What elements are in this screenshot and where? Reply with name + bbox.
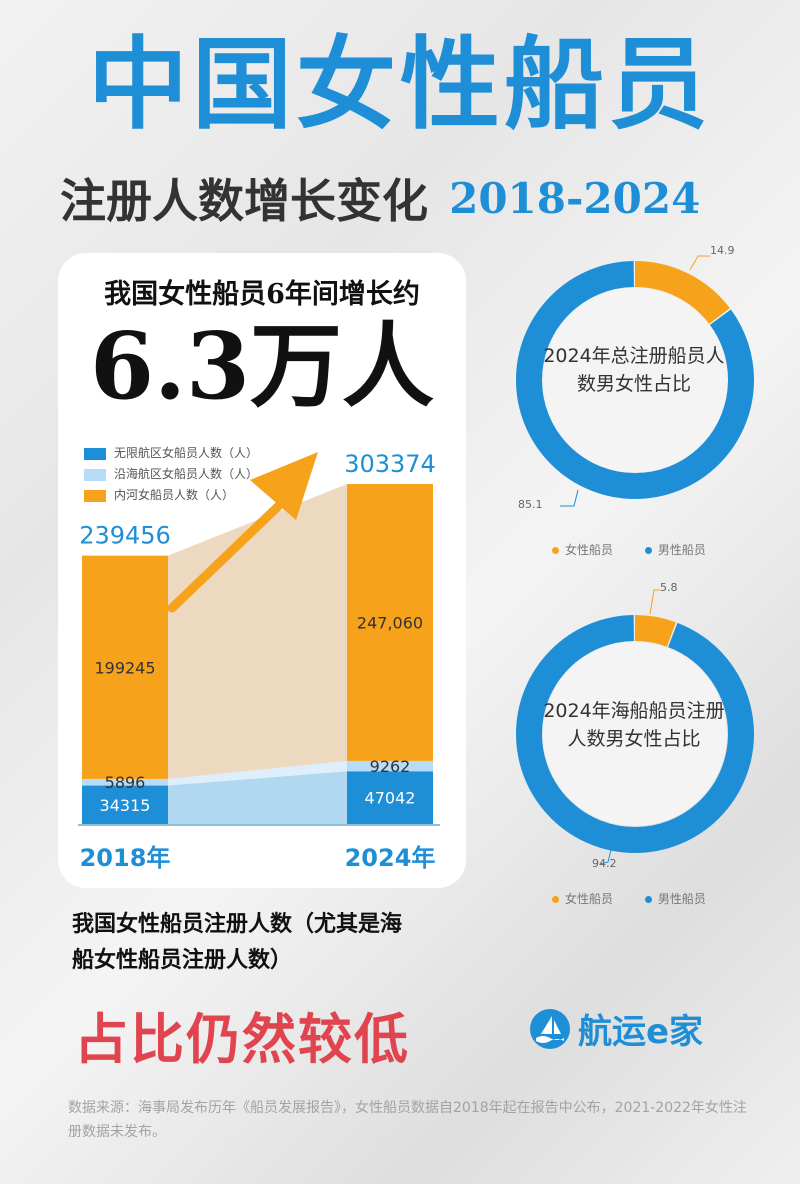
legend-item-unlimited: 无限航区女船员人数（人） [84,444,258,462]
legend-swatch-unlimited [84,447,106,460]
bar-segment-1-0 [347,771,433,824]
donut-slice-0 [516,615,754,853]
donut-seagoing-segments [516,589,754,865]
bar-value-label-0-1: 5896 [105,773,146,792]
chart-legend: 无限航区女船员人数（人） 沿海航区女船员人数（人） 内河女船员人数（人） [84,444,258,504]
leader-line-total-male [560,489,579,507]
donut-seagoing-female-value: 5.8 [660,581,678,594]
legend-swatch-coastal [84,468,106,481]
connector-band-1 [168,760,347,786]
bar-value-label-1-1: 9262 [370,757,411,776]
brand-logo: 航运e家 [528,1004,703,1060]
bar-segment-0-2 [82,555,168,779]
donut-slice-0 [516,261,754,499]
bar-total-label-1: 303374 [344,450,436,478]
donut-total-legend-male: 男性船员 [657,543,706,557]
growth-value: 6.3万人 [89,312,435,420]
subtitle: 注册人数增长变化 2018-2024 [60,165,700,235]
legend-dot-male [644,547,652,554]
bar-segment-0-1 [82,778,168,786]
donut-slice-1 [516,615,754,853]
legend-item-coastal: 沿海航区女船员人数（人） [84,465,258,483]
connector-band-2 [168,484,347,779]
legend-dot-female-2 [552,896,559,903]
bar-value-label-1-2: 247,060 [357,613,423,632]
donut-seagoing-legend-male: 男性船员 [657,892,706,906]
leader-line-sea-male [599,845,613,865]
growth-label: 我国女性船员6年间增长约 [104,279,420,310]
donut-hole [543,288,727,472]
bar-value-label-1-0: 47042 [365,789,416,808]
category-label-1: 2024年 [345,844,436,872]
main-title: 中国女性船员 [88,26,712,143]
bar-segment-0-0 [82,785,168,824]
subtitle-text: 注册人数增长变化 [60,174,428,228]
sail-wave-icon [530,1008,570,1049]
donut-total-segments [516,255,754,507]
donut-seagoing-title: 2024年海船船员注册人数男女性占比 [543,700,725,750]
connector-band-0 [168,771,347,824]
legend-label-coastal: 沿海航区女船员人数（人） [114,467,259,481]
legend-dot-male-2 [644,896,652,903]
donut-slice-1 [516,261,754,499]
legend-dot-female [552,547,559,554]
bar-segment-1-1 [347,760,433,772]
subtitle-years: 2018-2024 [449,173,701,223]
summary-line-2: 船女性船员注册人数） [72,947,293,973]
donut-total-female-value: 14.9 [710,244,735,257]
donut-chart-total [516,255,754,507]
conclusion-text: 占比仍然较低 [74,1008,410,1071]
bar-total-label-0: 239456 [79,522,171,550]
legend-label-inland: 内河女船员人数（人） [114,488,235,502]
growth-arrow-head [250,452,318,520]
bar-segment-1-2 [347,484,433,761]
bar-value-label-0-0: 34315 [100,796,151,815]
brand-name: 航运e家 [578,1012,704,1052]
donut-hole [543,642,727,826]
donut-seagoing-male-value: 94.2 [592,857,617,870]
leader-line-total-female [689,255,710,271]
growth-arrow-shaft [167,490,295,613]
bar-value-label-0-2: 199245 [94,658,155,677]
donut-chart-seagoing [516,589,754,865]
donut-total-male-value: 85.1 [518,498,543,511]
legend-label-unlimited: 无限航区女船员人数（人） [114,446,259,460]
summary-line-1: 我国女性船员注册人数（尤其是海 [72,911,403,937]
donut-total-legend-female: 女性船员 [565,543,614,557]
legend-item-inland: 内河女船员人数（人） [84,486,258,504]
legend-swatch-inland [84,489,106,502]
donut-seagoing-legend: 女性船员 男性船员 [552,890,706,907]
donut-total-legend: 女性船员 男性船员 [552,541,706,558]
category-label-0: 2018年 [80,844,171,872]
leader-line-sea-female [649,589,660,615]
donut-seagoing-legend-female: 女性船员 [565,892,614,906]
donut-total-title: 2024年总注册船员人数男女性占比 [543,345,725,395]
source-note: 数据来源：海事局发布历年《船员发展报告》，女性船员数据自2018年起在报告中公布… [68,1100,747,1140]
